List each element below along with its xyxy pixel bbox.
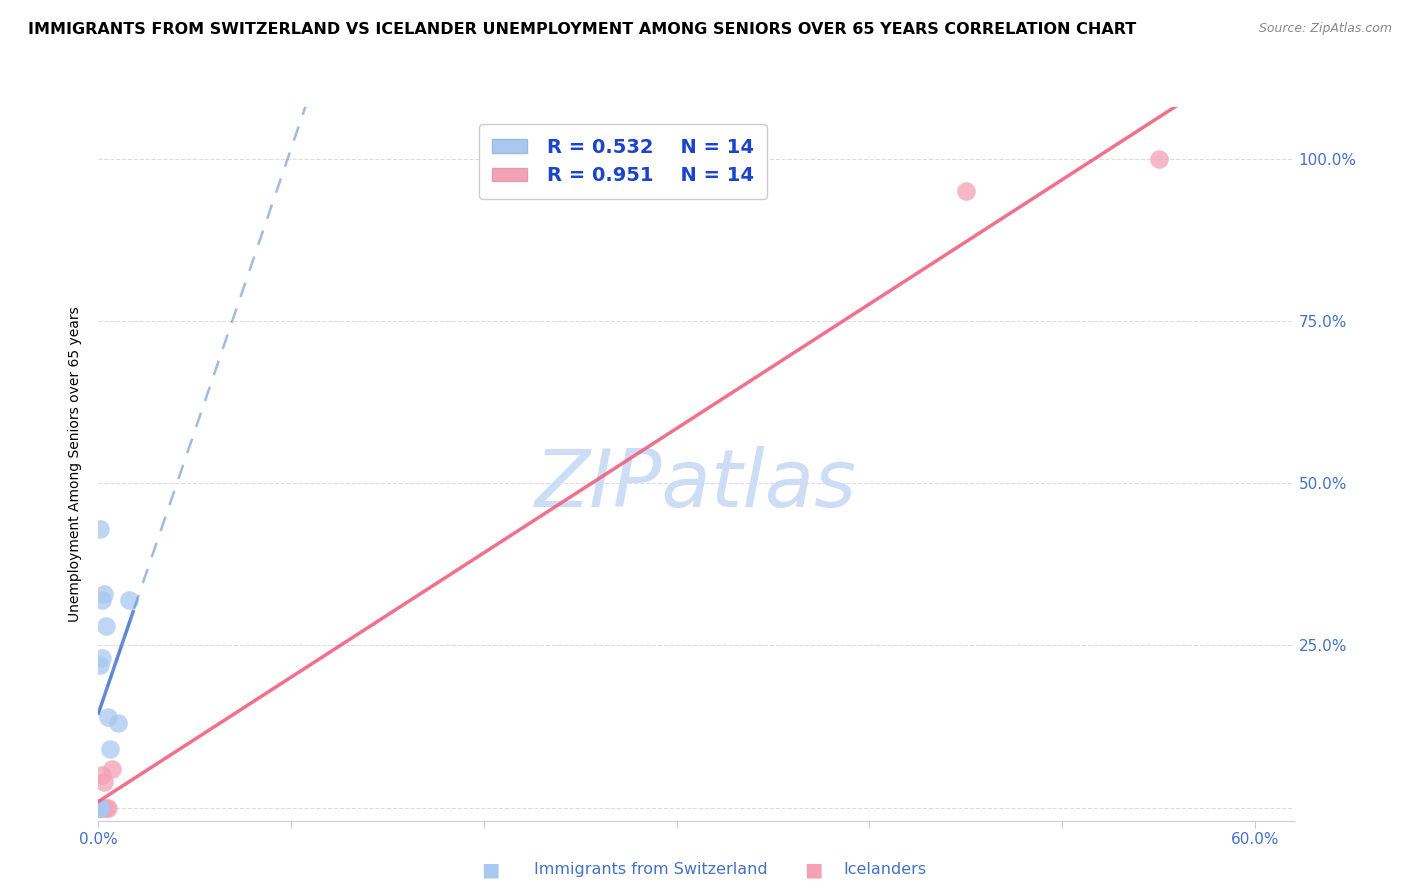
Point <box>98 742 121 756</box>
Y-axis label: Unemployment Among Seniors over 65 years: Unemployment Among Seniors over 65 years <box>69 306 83 622</box>
Point <box>89 800 111 814</box>
Point <box>93 586 115 600</box>
Point <box>1147 152 1170 166</box>
Point <box>94 800 117 814</box>
Point <box>89 800 111 814</box>
Point <box>94 619 117 633</box>
Point <box>89 522 111 536</box>
Text: ■: ■ <box>481 860 499 880</box>
Point <box>118 593 141 607</box>
Point <box>89 800 111 814</box>
Text: Source: ZipAtlas.com: Source: ZipAtlas.com <box>1258 22 1392 36</box>
Text: Immigrants from Switzerland: Immigrants from Switzerland <box>534 863 768 877</box>
Point <box>89 800 111 814</box>
Point <box>87 800 110 814</box>
Point <box>93 774 115 789</box>
Point <box>107 716 129 731</box>
Point <box>89 657 111 672</box>
Point <box>97 800 120 814</box>
Text: ■: ■ <box>804 860 823 880</box>
Point <box>87 800 110 814</box>
Text: IMMIGRANTS FROM SWITZERLAND VS ICELANDER UNEMPLOYMENT AMONG SENIORS OVER 65 YEAR: IMMIGRANTS FROM SWITZERLAND VS ICELANDER… <box>28 22 1136 37</box>
Legend: R = 0.532    N = 14, R = 0.951    N = 14: R = 0.532 N = 14, R = 0.951 N = 14 <box>478 124 768 199</box>
Text: ZIPatlas: ZIPatlas <box>534 446 858 524</box>
Point <box>91 593 114 607</box>
Point <box>955 185 977 199</box>
Point <box>91 800 114 814</box>
Point <box>87 800 110 814</box>
Point <box>91 651 114 665</box>
Text: Icelanders: Icelanders <box>844 863 927 877</box>
Point <box>91 768 114 782</box>
Point <box>89 800 111 814</box>
Point <box>97 710 120 724</box>
Point <box>87 800 110 814</box>
Point <box>101 762 124 776</box>
Point <box>87 800 110 814</box>
